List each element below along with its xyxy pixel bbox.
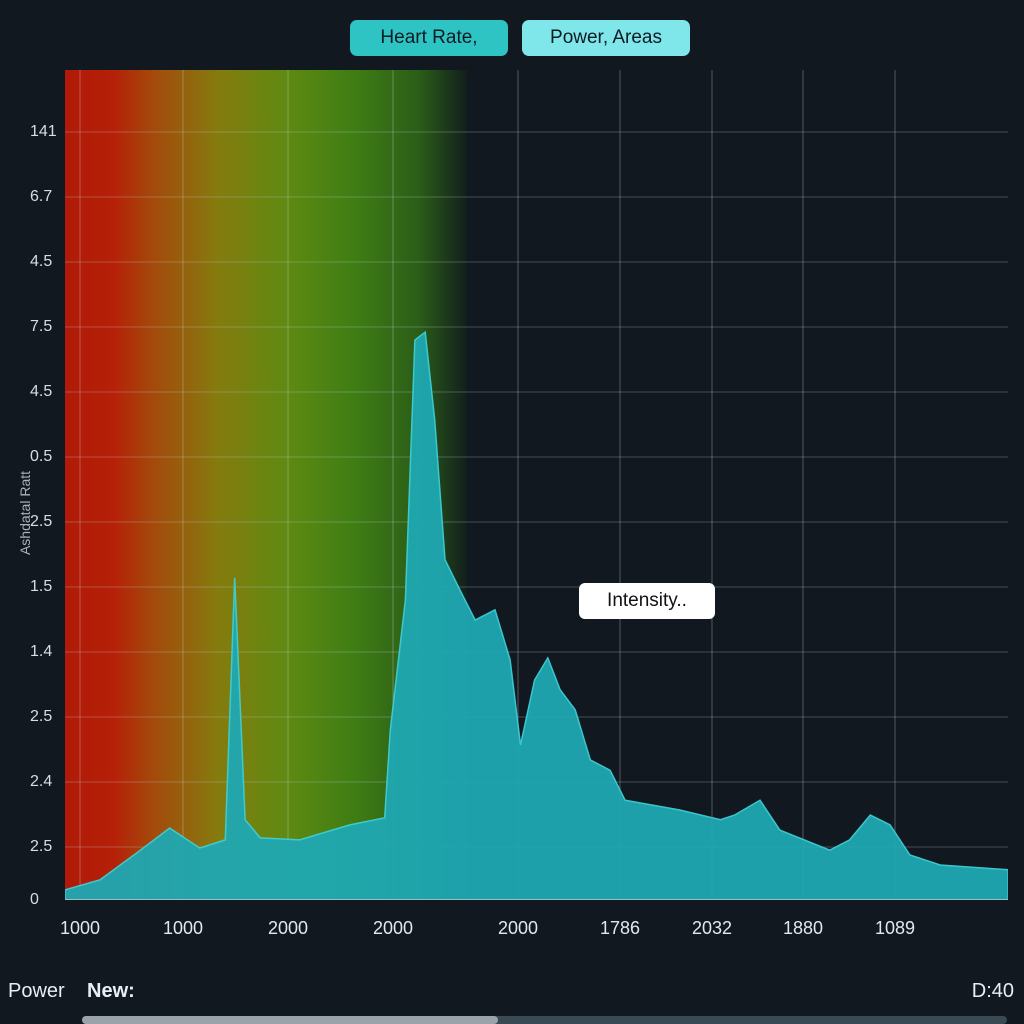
y-tick-label: 2.4	[30, 773, 53, 790]
y-tick-label: 4.5	[30, 253, 53, 270]
x-tick-label: 2000	[497, 918, 539, 938]
y-tick-label: 2.5	[30, 838, 53, 855]
x-tick-label: 2000	[372, 918, 414, 938]
y-tick-label: 0	[30, 891, 39, 908]
y-tick-label: 1.4	[30, 643, 53, 660]
y-tick-label: 4.5	[30, 383, 53, 400]
area-series	[65, 330, 1008, 900]
y-tick-label: 0.5	[30, 448, 53, 465]
x-tick-label: 2000	[267, 918, 309, 938]
y-tick-label: 1.5	[30, 578, 53, 595]
x-tick-label: 1000	[162, 918, 204, 938]
x-tick-label: 1880	[782, 918, 824, 938]
y-tick-label: 141	[30, 123, 57, 140]
y-tick-label: 2.5	[30, 513, 53, 530]
y-axis-label: Ashdatal Ratt	[17, 470, 33, 556]
chart-svg	[65, 70, 1008, 900]
y-tick-label: 6.7	[30, 188, 53, 205]
x-tick-label: 1000	[59, 918, 101, 938]
legend-power-areas[interactable]: Power, Areas	[522, 20, 690, 56]
scrollbar-thumb[interactable]	[82, 1016, 499, 1024]
footer-power-label: Power	[8, 980, 65, 1002]
footer-new-label: New:	[87, 980, 135, 1002]
horizontal-scrollbar[interactable]	[82, 1016, 1007, 1024]
legend-heart-rate[interactable]: Heart Rate,	[350, 20, 508, 56]
y-tick-label: 7.5	[30, 318, 53, 335]
x-tick-label: 1786	[599, 918, 641, 938]
intensity-tooltip: Intensity..	[579, 583, 715, 619]
x-tick-label: 1089	[874, 918, 916, 938]
x-tick-label: 2032	[691, 918, 733, 938]
plot-area	[65, 70, 1008, 900]
footer-time: D:40	[971, 980, 1014, 1002]
y-tick-label: 2.5	[30, 708, 53, 725]
